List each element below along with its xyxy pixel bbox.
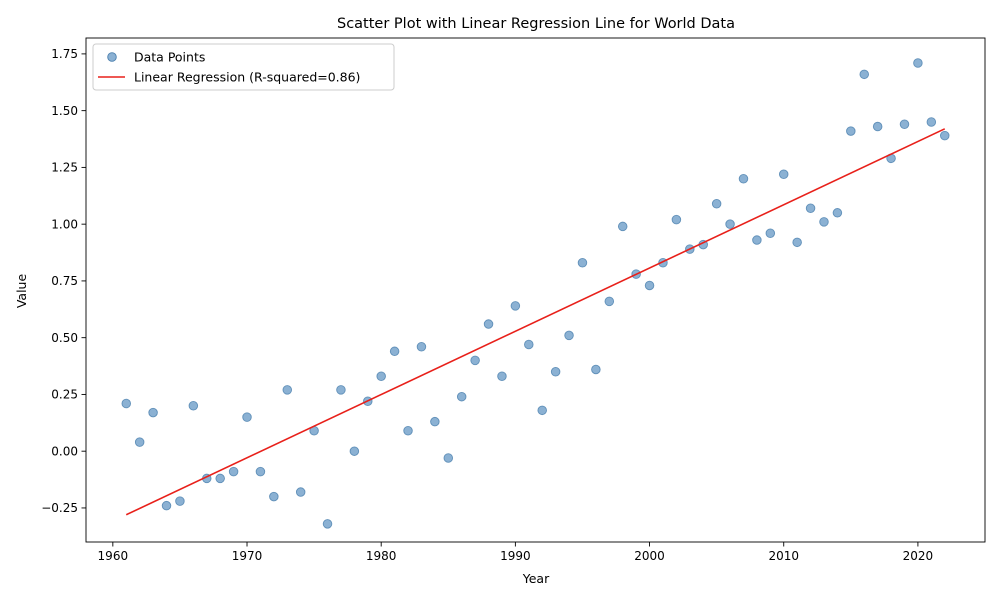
data-point <box>322 519 333 529</box>
y-tick-label: 0.50 <box>51 331 78 345</box>
data-point <box>336 385 346 395</box>
data-point <box>725 219 735 229</box>
data-point <box>591 364 601 375</box>
chart-title: Scatter Plot with Linear Regression Line… <box>337 16 735 32</box>
y-axis: −0.25 0.00 0.25 0.50 0.75 1.00 1.25 1.50 1.75 <box>41 47 86 515</box>
data-point <box>899 119 910 130</box>
legend: Data Points Linear Regression (R-squared=… <box>92 43 395 91</box>
y-tick-label: 1.25 <box>51 161 78 175</box>
data-point <box>913 58 923 68</box>
data-point <box>524 339 534 350</box>
plot-background <box>86 38 985 542</box>
data-point <box>819 217 829 227</box>
data-point <box>510 301 521 311</box>
data-point <box>577 258 588 268</box>
y-tick-label: 0.25 <box>51 388 78 402</box>
data-point <box>255 466 266 477</box>
data-point <box>349 446 360 456</box>
data-point <box>832 208 843 218</box>
legend-label-data-points: Data Points <box>134 50 205 65</box>
data-point <box>872 121 883 132</box>
data-point <box>161 500 172 511</box>
data-point <box>228 466 239 477</box>
data-point <box>671 214 682 225</box>
data-point <box>859 69 869 80</box>
data-point <box>269 491 279 502</box>
data-point <box>443 453 454 463</box>
data-point <box>644 280 655 291</box>
data-point <box>416 342 427 352</box>
data-point <box>456 391 467 402</box>
y-tick-label: 1.00 <box>51 217 78 231</box>
x-axis: 1960 1970 1980 1990 2000 2010 2020 <box>98 542 934 563</box>
regression-line <box>125 128 946 516</box>
data-point <box>175 496 185 506</box>
data-point <box>134 437 145 447</box>
data-point <box>295 487 306 497</box>
data-point <box>282 385 293 395</box>
legend-marker-data-points <box>107 52 117 62</box>
data-point <box>403 426 413 436</box>
data-point <box>215 473 225 484</box>
y-tick-label: 0.00 <box>51 444 78 458</box>
data-point <box>738 174 749 184</box>
data-point <box>470 355 480 366</box>
y-tick-label: 1.50 <box>51 104 78 118</box>
data-point <box>430 416 440 427</box>
data-point <box>778 169 789 179</box>
plot-area <box>85 37 986 543</box>
legend-box <box>92 43 395 91</box>
data-point <box>617 221 628 232</box>
data-point <box>846 126 856 136</box>
data-point <box>483 319 494 329</box>
x-tick-label: 2000 <box>634 549 665 563</box>
data-point <box>604 296 615 307</box>
data-point <box>792 237 802 248</box>
x-tick-label: 1970 <box>232 549 263 563</box>
x-tick-label: 2010 <box>768 549 799 563</box>
data-point <box>926 117 937 127</box>
y-axis-title: Value <box>14 274 29 309</box>
data-point <box>148 407 158 418</box>
x-tick-label: 1980 <box>366 549 397 563</box>
y-tick-label: −0.25 <box>41 501 78 515</box>
x-axis-title: Year <box>522 571 550 586</box>
plot-frame <box>85 37 986 543</box>
data-point <box>940 130 950 141</box>
data-point <box>497 371 507 382</box>
data-point <box>376 371 386 382</box>
data-point <box>121 398 131 409</box>
data-point <box>765 228 776 238</box>
data-point <box>550 366 561 377</box>
data-point <box>752 235 762 245</box>
x-tick-label: 1990 <box>500 549 531 563</box>
legend-label-regression: Linear Regression (R-squared=0.86) <box>134 70 360 85</box>
data-point <box>242 412 252 422</box>
data-point <box>805 203 816 214</box>
x-tick-label: 1960 <box>98 549 129 563</box>
data-point <box>188 401 199 411</box>
data-point <box>564 330 574 341</box>
data-point <box>389 346 400 357</box>
data-point <box>537 405 547 416</box>
x-tick-label: 2020 <box>903 549 934 563</box>
data-point <box>711 198 722 209</box>
y-tick-label: 1.75 <box>51 47 78 61</box>
y-tick-label: 0.75 <box>51 274 78 288</box>
